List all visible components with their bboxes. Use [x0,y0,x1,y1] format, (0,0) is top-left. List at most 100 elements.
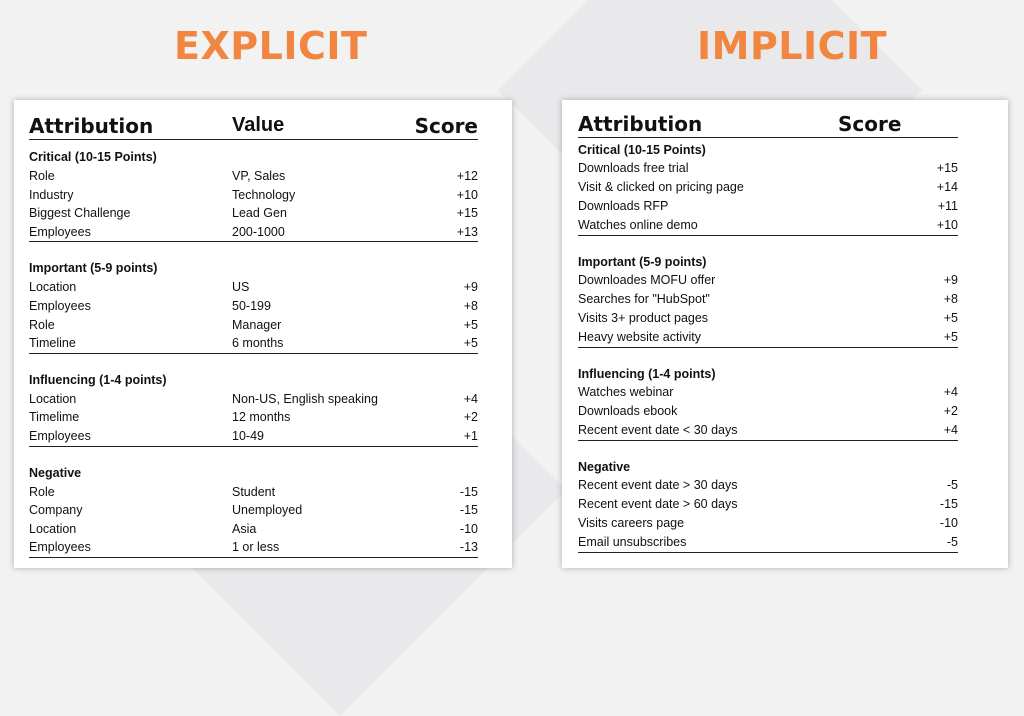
attribution-cell: Downloades MOFU offer [578,273,716,287]
value-cell: VP, Sales [232,169,286,183]
table-row: Employees 50-199 +8 [29,297,478,316]
score-cell: +8 [943,292,958,306]
table-row: Heavy website activity +5 [578,328,958,348]
table-row: Role VP, Sales +12 [29,167,478,186]
score-cell: +15 [456,206,478,221]
attribution-cell: Recent event date < 30 days [578,423,738,437]
table-row: Role Student -15 [29,483,478,502]
table-row: Recent event date > 30 days -5 [578,476,958,495]
score-column-header: Score [838,112,902,136]
explicit-scoring-table: Attribution Value Score Critical (10-15 … [14,100,512,568]
table-row: Employees 1 or less -13 [29,538,478,558]
group-title: Critical (10-15 Points) [578,143,706,157]
table-row: Email unsubscribes -5 [578,533,958,553]
value-cell: Student [232,484,276,499]
attribution-cell: Downloads free trial [578,161,689,175]
score-cell: +2 [943,404,958,418]
score-cell: +5 [943,311,958,325]
group-title: Influencing (1-4 points) [578,367,716,381]
table-header: Attribution Value Score [29,114,478,140]
group-title: Negative [29,465,82,480]
group-title: Important (5-9 points) [578,255,707,269]
attribution-cell: Visits 3+ product pages [578,311,709,325]
value-cell: 1 or less [232,540,280,555]
score-cell: +14 [936,180,958,194]
value-cell: 10-49 [232,428,264,443]
implicit-groups: Critical (10-15 Points) Downloads free tr… [578,141,958,553]
explicit-groups: Critical (10-15 Points) Role VP, Sales +12 I… [29,148,478,558]
attribution-cell: Heavy website activity [578,330,701,344]
table-header: Attribution Score [578,112,958,138]
table-row: Employees 10-49 +1 [29,427,478,447]
attribution-cell: Role [29,317,55,332]
table-row: Recent event date < 30 days +4 [578,421,958,441]
value-cell: 200-1000 [232,224,285,239]
attribution-cell: Visits careers page [578,516,685,530]
attribution-cell: Biggest Challenge [29,206,131,221]
score-group: Important (5-9 points) Downloades MOFU of… [578,253,958,348]
attribution-cell: Location [29,280,77,295]
score-cell: -15 [939,497,958,511]
attribution-cell: Timeline [29,336,76,351]
attribution-cell: Recent event date > 60 days [578,497,738,511]
attribution-cell: Recent event date > 30 days [578,478,738,492]
attribution-cell: Timelime [29,410,80,425]
score-column-header: Score [414,114,478,138]
score-group: Negative Role Student -15 Company Unemployed -… [29,464,478,558]
score-cell: +10 [936,218,958,232]
table-row: Industry Technology +10 [29,186,478,205]
attribution-cell: Industry [29,187,74,202]
group-title: Negative [578,460,631,474]
table-row: Visits 3+ product pages +5 [578,309,958,328]
score-cell: +13 [456,224,478,239]
score-cell: +4 [463,391,478,406]
attribution-cell: Email unsubscribes [578,535,687,549]
attribution-cell: Watches webinar [578,385,674,399]
table-row: Downloads ebook +2 [578,402,958,421]
score-group: Important (5-9 points) Location US +9 Employ… [29,259,478,354]
attribution-cell: Company [29,503,83,518]
score-group: Negative Recent event date > 30 days -5 Rec… [578,458,958,553]
score-cell: +5 [943,330,958,344]
group-title: Influencing (1-4 points) [29,372,167,387]
table-row: Timeline 6 months +5 [29,334,478,354]
score-cell: +12 [456,169,478,183]
table-row: Location US +9 [29,278,478,297]
score-cell: -15 [459,484,478,499]
score-cell: +8 [463,298,478,313]
table-row: Visit & clicked on pricing page +14 [578,178,958,197]
table-row: Recent event date > 60 days -15 [578,495,958,514]
score-cell: -10 [939,516,958,530]
score-cell: -10 [459,521,478,536]
score-cell: +1 [463,428,478,443]
attribution-cell: Visit & clicked on pricing page [578,180,744,194]
value-cell: Lead Gen [232,206,287,221]
score-cell: -13 [459,540,478,555]
score-group: Critical (10-15 Points) Role VP, Sales +12 I… [29,148,478,243]
attribution-column-header: Attribution [578,112,703,136]
table-row: Company Unemployed -15 [29,501,478,520]
attribution-cell: Location [29,391,77,406]
table-row: Visits careers page -10 [578,514,958,533]
value-cell: Unemployed [232,503,303,518]
attribution-cell: Employees [29,224,91,239]
attribution-cell: Watches online demo [578,218,698,232]
table-row: Downloades MOFU offer +9 [578,271,958,290]
explicit-heading: EXPLICIT [174,24,368,68]
table-row: Watches webinar +4 [578,383,958,402]
score-cell: +9 [943,273,958,287]
implicit-heading: IMPLICIT [697,24,888,68]
score-cell: +10 [456,187,478,202]
value-cell: 12 months [232,410,291,425]
table-row: Role Manager +5 [29,316,478,335]
table-row: Timelime 12 months +2 [29,408,478,427]
score-cell: +5 [463,317,478,332]
table-row: Location Asia -10 [29,520,478,539]
group-title: Important (5-9 points) [29,261,158,276]
score-cell: -5 [946,478,958,492]
table-row: Downloads RFP +11 [578,197,958,216]
attribution-cell: Downloads RFP [578,199,669,213]
table-row: Employees 200-1000 +13 [29,223,478,243]
value-cell: Asia [232,521,257,536]
table-row: Searches for "HubSpot" +8 [578,290,958,309]
